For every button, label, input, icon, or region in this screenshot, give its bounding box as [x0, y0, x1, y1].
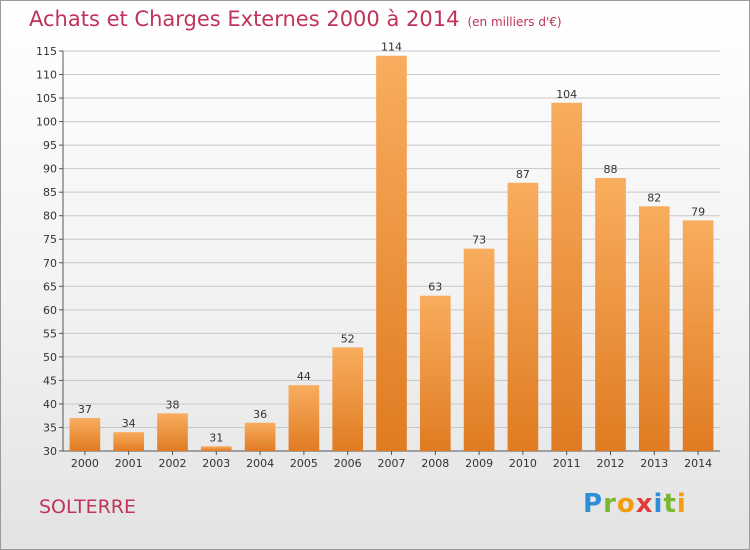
bar-2014	[682, 220, 714, 451]
x-tick-label-2004: 2004	[246, 457, 274, 470]
logo-letter: i	[676, 489, 687, 519]
bar-2001	[113, 432, 145, 451]
y-tick-label: 90	[43, 163, 57, 176]
x-tick-label-2012: 2012	[597, 457, 625, 470]
y-tick-label: 85	[43, 186, 57, 199]
logo-letter: x	[635, 489, 654, 519]
y-tick-label: 55	[43, 327, 57, 340]
y-tick-label: 95	[43, 139, 57, 152]
x-tick-label-2008: 2008	[421, 457, 449, 470]
value-label-2014: 79	[691, 205, 705, 218]
y-tick-label: 115	[36, 45, 57, 58]
y-tick-label: 50	[43, 351, 57, 364]
x-tick-label-2014: 2014	[684, 457, 712, 470]
bar-2007	[376, 55, 407, 452]
y-tick-label: 65	[43, 280, 57, 293]
location-name: SOLTERRE	[39, 496, 137, 518]
y-tick-label: 100	[36, 116, 57, 129]
x-tick-label-2003: 2003	[202, 457, 230, 470]
y-tick-label: 105	[36, 92, 57, 105]
bar-2013	[638, 206, 670, 451]
y-tick-label: 30	[43, 445, 57, 458]
x-tick-label-2013: 2013	[640, 457, 668, 470]
value-label-2007: 114	[381, 41, 402, 54]
bar-2004	[244, 422, 276, 451]
x-tick-label-2006: 2006	[334, 457, 362, 470]
logo-letter: r	[603, 489, 617, 519]
bar-2002	[157, 413, 188, 451]
x-tick-label-2005: 2005	[290, 457, 318, 470]
value-label-2006: 52	[341, 332, 355, 345]
value-label-2008: 63	[428, 281, 442, 294]
chart-title: Achats et Charges Externes 2000 à 2014 (e…	[29, 7, 562, 31]
x-tick-label-2011: 2011	[553, 457, 581, 470]
value-label-2010: 87	[516, 168, 530, 181]
y-tick-label: 40	[43, 398, 57, 411]
value-label-2000: 37	[78, 403, 92, 416]
logo-letter: i	[653, 489, 664, 519]
value-label-2013: 82	[647, 191, 661, 204]
unit-label: (en milliers d'€)	[467, 15, 562, 29]
bar-layer	[69, 55, 714, 452]
y-tick-label: 60	[43, 304, 57, 317]
bar-2012	[595, 178, 626, 451]
value-label-2004: 36	[253, 408, 267, 421]
value-label-2011: 104	[556, 88, 577, 101]
value-label-2003: 31	[209, 431, 223, 444]
x-tick-label-2000: 2000	[71, 457, 99, 470]
logo-letter: t	[663, 489, 677, 519]
chart-title-text: Achats et Charges Externes 2000 à 2014	[29, 7, 460, 31]
logo-letter: o	[616, 489, 636, 519]
bar-2008	[419, 295, 451, 451]
bar-2006	[332, 347, 364, 451]
x-tick-label-2001: 2001	[115, 457, 143, 470]
x-tick-label-2010: 2010	[509, 457, 537, 470]
bar-2003	[200, 446, 232, 451]
x-tick-label-2002: 2002	[159, 457, 187, 470]
y-tick-label: 80	[43, 210, 57, 223]
y-tick-label: 45	[43, 374, 57, 387]
label-layer: 37 34 38 31 36 44 52 114 63 73 87 104 88 82 79	[78, 41, 705, 445]
x-tick-label-2007: 2007	[378, 457, 406, 470]
y-tick-label: 70	[43, 257, 57, 270]
y-tick-label: 110	[36, 69, 57, 82]
value-label-2005: 44	[297, 370, 311, 383]
proxiti-logo: Proxiti	[583, 489, 687, 519]
value-label-2012: 88	[604, 163, 618, 176]
x-tick-label-2009: 2009	[465, 457, 493, 470]
y-tick-label: 35	[43, 421, 57, 434]
bar-2010	[507, 182, 539, 451]
logo-letter: P	[583, 489, 604, 519]
value-label-2001: 34	[122, 417, 136, 430]
bar-2009	[463, 248, 495, 451]
value-label-2009: 73	[472, 234, 486, 247]
bar-2005	[288, 385, 320, 451]
value-label-2002: 38	[166, 398, 180, 411]
bar-2000	[69, 418, 101, 451]
y-tick-label: 75	[43, 233, 57, 246]
bar-2011	[551, 102, 583, 451]
